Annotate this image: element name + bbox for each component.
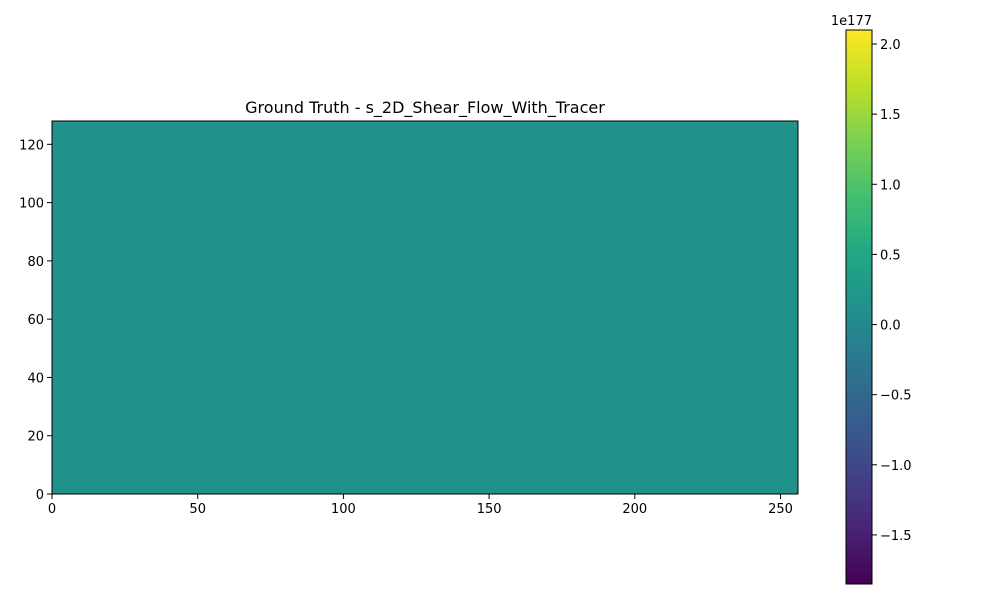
y-tick-label: 80 [27,255,44,270]
y-tick-label: 120 [19,138,44,153]
colorbar-offset-text: 1e177 [831,14,872,29]
colorbar-tick-label: −1.0 [880,459,912,474]
colorbar-tick-label: 2.0 [880,38,901,53]
colorbar-axis: −1.5 −1.0 −0.5 0.0 0.5 1.0 1.5 2.0 [872,38,912,544]
y-tick-label: 0 [36,488,44,503]
x-tick-label: 250 [768,502,793,517]
x-tick-label: 200 [622,502,647,517]
y-axis: 0 20 40 60 80 100 120 [19,138,52,503]
chart-title: Ground Truth - s_2D_Shear_Flow_With_Trac… [245,98,605,118]
y-tick-label: 40 [27,371,44,386]
heatmap-field [52,121,798,494]
colorbar [846,30,872,584]
colorbar-tick-label: 1.5 [880,108,901,123]
colorbar-tick-label: 1.0 [880,178,901,193]
y-tick-label: 20 [27,430,44,445]
colorbar-tick-label: −0.5 [880,389,912,404]
colorbar-frame [845,29,873,585]
x-tick-label: 100 [331,502,356,517]
colorbar-tick-label: −1.5 [880,529,912,544]
x-axis: 0 50 100 150 200 250 [48,494,793,517]
x-tick-label: 50 [189,502,206,517]
x-tick-label: 0 [48,502,56,517]
plot-frame [51,120,799,495]
x-tick-label: 150 [477,502,502,517]
colorbar-tick-label: 0.0 [880,319,901,334]
colorbar-tick-label: 0.5 [880,248,901,263]
y-tick-label: 100 [19,197,44,212]
y-tick-label: 60 [27,313,44,328]
